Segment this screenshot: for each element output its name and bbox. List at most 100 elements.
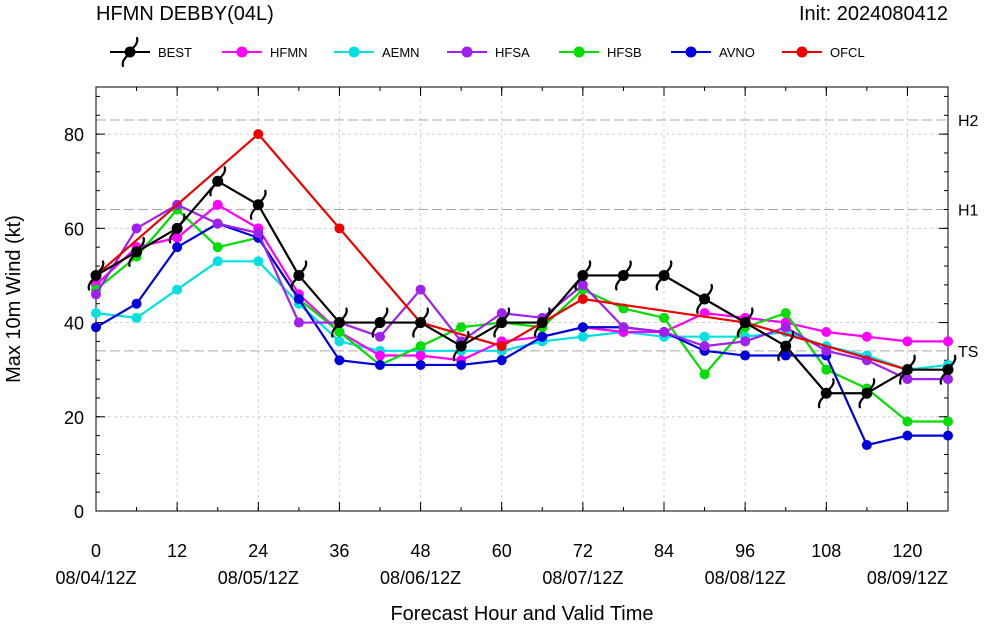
series-best — [87, 166, 957, 409]
data-point-hfsb — [902, 416, 913, 427]
hurricane-symbol-core — [455, 340, 467, 352]
y-tick-label: 20 — [64, 408, 84, 428]
data-point-hfsa — [943, 374, 953, 385]
hurricane-symbol-core — [374, 317, 386, 329]
hurricane-symbol-core — [536, 317, 548, 329]
hurricane-symbol-core — [699, 293, 711, 305]
legend-item-hfmn: HFMN — [222, 45, 308, 60]
y-tick-label: 60 — [64, 219, 84, 239]
data-point-best — [898, 354, 916, 385]
data-point-avno — [537, 331, 548, 342]
series-line-best — [95, 180, 948, 395]
legend-marker — [796, 46, 808, 58]
data-point-ofcl — [253, 129, 264, 140]
hurricane-symbol-arm — [696, 301, 703, 315]
init-time: Init: 2024080412 — [799, 3, 948, 25]
hurricane-symbol-core — [171, 222, 183, 234]
y-tick-label: 40 — [64, 314, 84, 334]
hurricane-symbol-core — [90, 269, 102, 281]
data-point-best — [858, 378, 876, 409]
x-tick-label: 0 — [91, 541, 101, 561]
hurricane-symbol-arm — [817, 396, 825, 409]
data-point-avno — [861, 440, 872, 451]
hurricane-symbol-arm — [858, 396, 865, 409]
y-axis: 0 20 40 60 80 — [64, 95, 948, 522]
data-point-hfsa — [618, 322, 629, 333]
hurricane-symbol-arm — [371, 325, 379, 338]
hurricane-symbol-arm — [736, 325, 744, 338]
data-point-avno — [131, 298, 142, 309]
x-date-label: 08/08/12Z — [705, 568, 786, 588]
data-point-hfsa — [91, 289, 101, 300]
data-point-aemn — [172, 284, 183, 295]
data-point-aemn — [334, 336, 345, 347]
data-point-avno — [172, 242, 183, 253]
hurricane-symbol-core — [131, 246, 143, 258]
data-point-hfsb — [821, 364, 832, 375]
legend-item-hfsb: HFSB — [559, 45, 642, 60]
data-point-hfsa — [577, 279, 588, 290]
data-point-best — [493, 307, 511, 338]
grid — [95, 87, 948, 512]
data-point-ofcl — [334, 223, 345, 234]
data-point-best — [412, 307, 430, 338]
legend-item-hfsa: HFSA — [447, 45, 530, 60]
x-date-label: 08/09/12Z — [867, 568, 948, 588]
hurricane-symbol-arm — [614, 278, 622, 291]
legend-hurricane-icon — [121, 36, 139, 68]
data-point-hfsb — [415, 341, 426, 352]
hurricane-symbol-arm — [909, 354, 916, 367]
x-tick-label: 120 — [892, 541, 922, 561]
data-point-avno — [91, 322, 101, 333]
hurricane-symbol-arm — [168, 231, 176, 244]
data-point-avno — [740, 350, 751, 361]
category-label-h1: H1 — [958, 202, 979, 219]
hurricane-symbol-arm — [452, 349, 460, 362]
hurricane-symbol-core — [739, 317, 751, 329]
data-point-hfsb — [212, 242, 223, 253]
data-point-hfsb — [699, 369, 710, 380]
legend-item-avno: AVNO — [671, 45, 755, 60]
legend-marker — [461, 46, 473, 58]
x-date-label: 08/07/12Z — [542, 568, 623, 588]
data-point-best — [614, 260, 632, 291]
data-point-hfsa — [740, 336, 751, 347]
hurricane-symbol-arm — [290, 278, 297, 291]
data-point-ofcl — [577, 294, 588, 304]
data-point-aemn — [212, 256, 223, 267]
data-point-avno — [902, 430, 913, 441]
data-point-avno — [496, 355, 507, 366]
legend-label-best: BEST — [158, 45, 192, 60]
data-point-best — [249, 189, 267, 220]
hurricane-symbol-arm — [584, 260, 592, 273]
data-point-hfmn — [415, 350, 426, 361]
hurricane-symbol-arm — [300, 260, 308, 273]
legend-label-hfsa: HFSA — [495, 45, 530, 60]
data-point-avno — [334, 355, 345, 366]
legend-label-hfmn: HFMN — [270, 45, 308, 60]
hurricane-symbol-core — [212, 175, 224, 187]
data-point-hfsa — [780, 322, 791, 333]
data-point-hfsa — [375, 331, 385, 342]
hurricane-symbol-core — [333, 317, 345, 329]
data-point-hfmn — [943, 336, 953, 347]
hurricane-symbol-core — [780, 340, 792, 352]
x-tick-label: 24 — [248, 541, 268, 561]
hurricane-symbol-arm — [533, 325, 541, 338]
data-point-avno — [293, 294, 304, 304]
data-point-best — [452, 331, 470, 362]
legend: BEST HFMN AEMN HFSA HFSB AVNO OFCL — [110, 36, 865, 68]
hurricane-symbol-arm — [341, 307, 348, 320]
x-tick-label: 84 — [654, 541, 674, 561]
data-point-hfmn — [902, 336, 913, 347]
x-tick-label: 96 — [735, 541, 755, 561]
y-tick-label: 0 — [74, 502, 84, 522]
hurricane-symbol-arm — [898, 372, 906, 385]
legend-label-avno: AVNO — [719, 45, 755, 60]
hurricane-symbol-arm — [655, 278, 663, 291]
hurricane-symbol-arm — [503, 307, 511, 320]
hurricane-symbol-arm — [128, 254, 135, 267]
hurricane-symbol-core — [942, 364, 954, 376]
hurricane-symbol-arm — [665, 260, 673, 273]
